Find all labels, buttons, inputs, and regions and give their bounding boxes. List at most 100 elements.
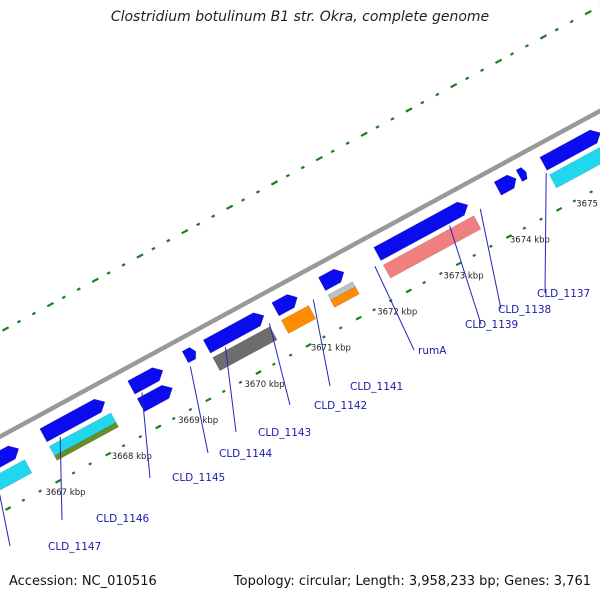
- gc-skew-mark: [489, 244, 493, 249]
- label-leader: [268, 323, 291, 406]
- gene-label: rumA: [418, 345, 447, 357]
- gc-skew-mark: [539, 34, 547, 40]
- gc-skew-outer-dots: [1, 4, 600, 332]
- gc-skew-mark: [272, 362, 276, 366]
- gc-skew-mark: [31, 311, 36, 316]
- gc-skew-mark: [226, 204, 234, 210]
- gene-feature: [515, 167, 528, 182]
- gc-skew-mark: [390, 117, 395, 121]
- gene-feature: [181, 347, 197, 364]
- gene-feature: [330, 286, 360, 308]
- tick-label: 3668 kbp: [112, 452, 152, 462]
- gene-feature: [271, 294, 298, 317]
- gc-skew-mark: [589, 190, 593, 194]
- gc-skew-mark: [315, 155, 323, 162]
- gene-label: CLD_1144: [219, 448, 273, 460]
- gc-skew-mark: [405, 107, 413, 113]
- gc-skew-mark: [322, 335, 326, 339]
- gene-feature: [317, 268, 345, 292]
- gc-skew-mark: [372, 308, 376, 312]
- gc-skew-mark: [555, 206, 563, 212]
- gc-skew-mark: [61, 295, 66, 300]
- map-title: Clostridium botulinum B1 str. Okra, comp…: [110, 9, 490, 25]
- gc-skew-mark: [121, 444, 126, 448]
- gc-skew-mark: [480, 68, 485, 73]
- gc-skew-mark: [465, 76, 470, 81]
- gene-feature: [54, 422, 119, 461]
- gc-skew-mark: [305, 342, 312, 348]
- gene-label: CLD_1143: [258, 427, 311, 439]
- label-leader: [312, 299, 331, 387]
- gc-skew-mark: [270, 180, 279, 186]
- gc-skew-mark: [91, 277, 99, 283]
- gc-skew-mark: [211, 214, 216, 219]
- gc-skew-mark: [181, 228, 189, 235]
- gene-label: CLD_1142: [314, 400, 367, 412]
- gc-skew-mark: [166, 238, 171, 243]
- gene-features: [0, 129, 600, 491]
- gc-skew-mark: [54, 478, 62, 484]
- gc-skew-mark: [188, 407, 193, 412]
- gene-label: CLD_1146: [96, 513, 150, 525]
- gc-skew-mark: [255, 190, 261, 194]
- gc-skew-mark: [509, 52, 515, 56]
- gene-feature: [548, 146, 600, 189]
- backbone-line: [0, 108, 600, 440]
- gene-feature: [280, 305, 317, 334]
- label-leader: [224, 347, 237, 433]
- gene-feature: [212, 326, 278, 372]
- tick-label: 3672 kbp: [377, 308, 417, 318]
- gc-skew-mark: [196, 222, 201, 227]
- topology-text: Topology: circular; Length: 3,958,233 bp…: [233, 574, 591, 589]
- gc-skew-mark: [155, 424, 162, 430]
- gene-feature: [493, 174, 517, 196]
- tick-label: 3674 kbp: [510, 236, 550, 246]
- gc-skew-mark: [524, 44, 529, 48]
- gc-skew-mark: [171, 416, 176, 421]
- tick-label: 3673 kbp: [444, 272, 484, 282]
- gene-feature: [373, 201, 469, 261]
- tick-marks: 3667 kbp 3668 kbp 3669 kbp 3670 kbp 3671 kbp…: [45, 200, 600, 498]
- gc-skew-mark: [255, 370, 262, 375]
- gc-skew-mark: [88, 462, 93, 466]
- gene-labels: CLD_1147 CLD_1146 CLD_1145 CLD_1144 CLD_1143…: [0, 173, 590, 553]
- gene-feature: [39, 398, 106, 443]
- gc-skew-mark: [46, 301, 54, 308]
- gc-skew-mark: [505, 234, 513, 239]
- gc-skew-mark: [16, 319, 22, 324]
- tick-label: 3669 kbp: [178, 416, 218, 426]
- gene-label: CLD_1141: [350, 381, 403, 393]
- gc-skew-mark: [584, 9, 592, 16]
- gc-skew-mark: [355, 315, 362, 321]
- gc-skew-mark: [522, 226, 527, 230]
- gc-skew-mark: [494, 58, 503, 64]
- label-leader: [189, 366, 209, 454]
- gc-skew-mark: [4, 506, 12, 511]
- gc-skew-mark: [422, 280, 427, 285]
- gc-skew-mark: [240, 198, 246, 202]
- gc-skew-mark: [439, 271, 443, 276]
- gc-skew-mark: [121, 263, 126, 267]
- label-leader: [141, 392, 151, 479]
- gc-skew-mark: [569, 19, 574, 24]
- label-leader: [449, 225, 482, 325]
- gc-skew-mark: [205, 397, 212, 403]
- tick-label: 3671 kbp: [311, 344, 351, 354]
- gc-skew-mark: [435, 92, 440, 97]
- gc-skew-mark: [288, 353, 293, 357]
- gc-skew-mark: [345, 141, 350, 146]
- gc-skew-mark: [106, 271, 111, 275]
- gene-feature: [127, 367, 164, 395]
- gc-skew-mark: [405, 288, 412, 294]
- gc-skew-mark: [360, 131, 368, 137]
- gc-skew-mark: [76, 287, 81, 292]
- gene-label: CLD_1147: [48, 541, 101, 553]
- gc-skew-mark: [1, 326, 10, 332]
- gene-feature: [539, 129, 600, 171]
- gc-skew-mark: [105, 451, 112, 457]
- gene-label: CLD_1139: [465, 319, 518, 331]
- gc-skew-mark: [572, 199, 577, 203]
- gc-skew-mark: [285, 173, 290, 178]
- gc-skew-mark: [450, 82, 458, 89]
